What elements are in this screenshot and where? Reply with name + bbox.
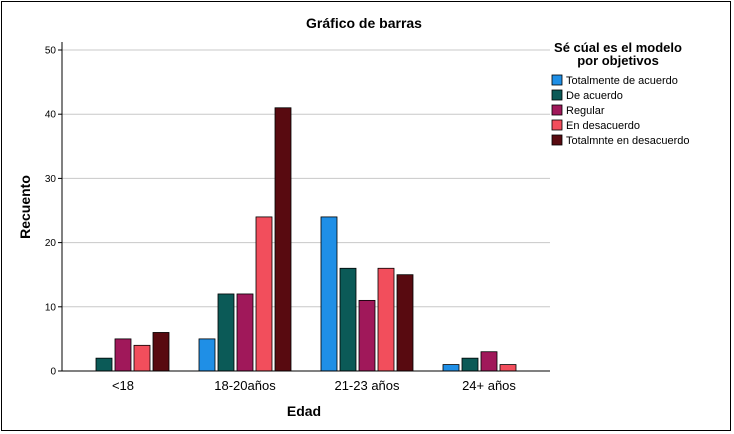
bar-3-2 [480, 351, 498, 372]
y-tick-label: 0 [50, 367, 56, 378]
x-category-label: 18-20años [214, 378, 276, 393]
bar-1-4 [274, 107, 292, 372]
bar-2-2 [358, 299, 376, 372]
y-axis-title: Recuento [17, 175, 33, 239]
bar-3-3 [499, 364, 517, 372]
gridlines [62, 49, 550, 308]
x-axis-categories: <18 18-20años 21-23 años 24+ años [112, 378, 516, 393]
legend-label: De acuerdo [566, 90, 623, 102]
bar-1-3 [255, 216, 273, 372]
legend-label: Totalmnte en desacuerdo [566, 135, 690, 147]
bar-0-3 [133, 344, 151, 372]
bar-1-2 [236, 293, 254, 372]
legend-swatch [551, 104, 563, 116]
legend-title: Sé cúal es el modelo [554, 40, 682, 55]
bar-0-2 [114, 338, 132, 372]
bar-0-1 [95, 357, 113, 372]
bar-2-4 [396, 274, 414, 372]
legend-swatch [551, 119, 563, 131]
chart-title: Gráfico de barras [306, 15, 422, 31]
bar-3-1 [461, 357, 479, 372]
x-category-label: <18 [112, 378, 134, 393]
x-category-label: 24+ años [462, 378, 516, 393]
x-axis-title: Edad [287, 403, 321, 419]
legend-swatch [551, 89, 563, 101]
bar-2-3 [377, 267, 395, 372]
bar-3-0 [442, 364, 460, 372]
legend-title: por objetivos [577, 53, 659, 68]
bar-2-1 [339, 267, 357, 372]
y-tick-label: 50 [45, 46, 57, 57]
y-tick-label: 40 [45, 110, 57, 121]
legend-label: En desacuerdo [566, 120, 640, 132]
bar-1-1 [217, 293, 235, 372]
legend-swatch [551, 134, 563, 146]
axes [61, 42, 550, 372]
bar-0-4 [152, 332, 170, 372]
bars [95, 107, 517, 372]
x-category-label: 21-23 años [334, 378, 400, 393]
y-tick-label: 10 [45, 302, 57, 313]
bar-1-0 [198, 338, 216, 372]
legend-label: Totalmente de acuerdo [566, 75, 678, 87]
y-axis-ticks: 0 10 20 30 40 50 [45, 46, 62, 378]
legend-swatch [551, 74, 563, 86]
y-tick-label: 30 [45, 174, 57, 185]
y-tick-label: 20 [45, 238, 57, 249]
bar-2-0 [320, 216, 338, 372]
legend-label: Regular [566, 105, 605, 117]
